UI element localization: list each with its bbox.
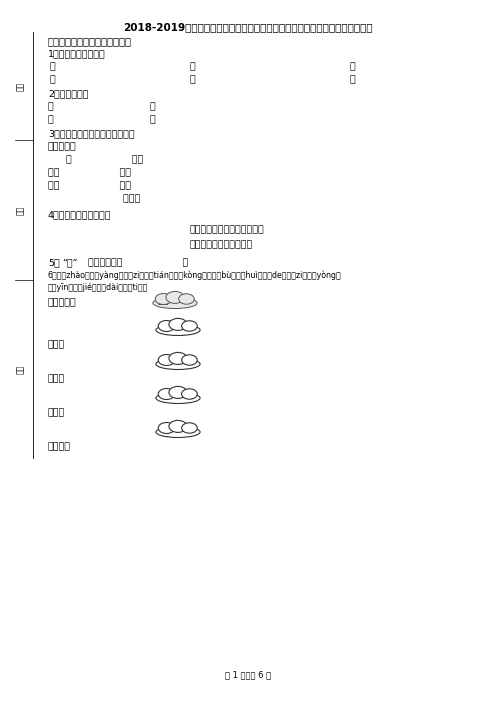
Ellipse shape [166, 291, 184, 303]
Text: 佳: 佳 [48, 102, 54, 111]
Ellipse shape [182, 355, 197, 365]
Text: 姓名: 姓名 [15, 206, 24, 215]
Text: 月: 月 [50, 75, 56, 84]
Text: 米: 米 [350, 62, 356, 71]
Text: 太阳对我们有哪些希望？: 太阳对我们有哪些希望？ [190, 240, 253, 249]
Text: 目: 目 [190, 75, 196, 84]
Text: 枝花。: 枝花。 [48, 194, 140, 203]
Text: 分数: 分数 [15, 81, 24, 91]
Ellipse shape [158, 321, 175, 331]
Text: 2018-2019年扬州市邗江区杭集镇中心小学一年级上册语文模拟期末测试无答案: 2018-2019年扬州市邗江区杭集镇中心小学一年级上册语文模拟期末测试无答案 [123, 22, 373, 32]
Ellipse shape [169, 319, 187, 331]
Ellipse shape [156, 359, 200, 369]
Ellipse shape [182, 321, 197, 331]
Ellipse shape [156, 392, 200, 404]
Text: 木: 木 [350, 75, 356, 84]
Text: 题号: 题号 [15, 364, 24, 373]
Text: 3．读课文《一去二三里》填空。: 3．读课文《一去二三里》填空。 [48, 129, 134, 138]
Ellipse shape [158, 388, 175, 399]
Text: 热乎乎的: 热乎乎的 [48, 442, 71, 451]
Ellipse shape [158, 423, 175, 434]
Text: 去                    里，: 去 里， [48, 155, 143, 164]
Text: 例：浓浓的: 例：浓浓的 [48, 298, 77, 307]
Text: 洒: 洒 [150, 115, 156, 124]
Text: 甜甜的: 甜甜的 [48, 340, 65, 349]
Text: 1．比一比，再组词。: 1．比一比，再组词。 [48, 49, 106, 58]
Ellipse shape [179, 294, 194, 304]
Text: 日日的: 日日的 [48, 408, 65, 417]
Text: 太阳带来了哪些美好的事物？: 太阳带来了哪些美好的事物？ [190, 225, 265, 234]
Text: 一去二三里: 一去二三里 [48, 142, 77, 151]
Ellipse shape [182, 423, 197, 433]
Ellipse shape [169, 386, 187, 399]
Text: 第 1 页，共 6 页: 第 1 页，共 6 页 [225, 670, 271, 679]
Text: 晒: 晒 [48, 115, 54, 124]
Text: 明: 明 [50, 62, 56, 71]
Text: 香气: 香气 [158, 296, 170, 305]
Text: 音（yīn）节（jié）代（dài）替（ti）。: 音（yīn）节（jié）代（dài）替（ti）。 [48, 282, 148, 291]
Text: 建: 建 [150, 102, 156, 111]
Text: 6．照（zhào）样（yàng）子（zi）填（tián）空（kòng），不（bù）会（huì）的（de）字（zi）用（yòng）: 6．照（zhào）样（yàng）子（zi）填（tián）空（kòng），不（bù… [48, 271, 342, 281]
Text: 烟村                    家。: 烟村 家。 [48, 168, 131, 177]
Ellipse shape [156, 324, 200, 336]
Text: 一、想一想，填一填（填空题）: 一、想一想，填一填（填空题） [48, 36, 132, 46]
Text: 酸酸的: 酸酸的 [48, 374, 65, 383]
Text: 5．: 5． [48, 258, 60, 267]
Ellipse shape [155, 293, 172, 305]
Ellipse shape [182, 389, 197, 399]
Ellipse shape [153, 298, 197, 308]
Ellipse shape [156, 427, 200, 437]
Ellipse shape [158, 355, 175, 366]
Ellipse shape [169, 352, 187, 364]
Text: 4．根据课文回答问题。: 4．根据课文回答问题。 [48, 210, 112, 219]
Text: 亭台                    座，: 亭台 座， [48, 181, 131, 190]
Text: “流”: “流” [62, 258, 77, 267]
Text: 2．形近字组词: 2．形近字组词 [48, 89, 88, 98]
Text: 日: 日 [190, 62, 196, 71]
Ellipse shape [169, 420, 187, 432]
Text: 的笔画顺序是                    。: 的笔画顺序是 。 [88, 258, 188, 267]
